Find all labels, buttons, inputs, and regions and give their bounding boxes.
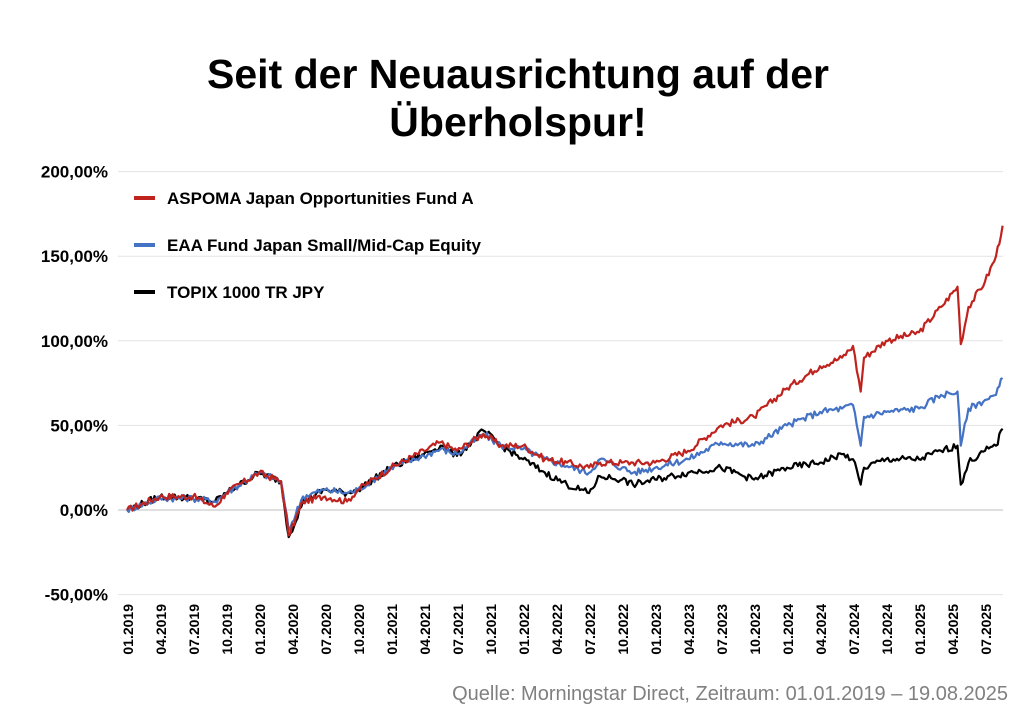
- x-tick-label: 07.2022: [582, 604, 598, 655]
- x-tick-label: 07.2023: [714, 604, 730, 655]
- x-tick-label: 01.2022: [516, 604, 532, 655]
- x-tick-label: 10.2021: [483, 604, 499, 655]
- legend-label: TOPIX 1000 TR JPY: [167, 283, 325, 302]
- y-tick-label: -50,00%: [45, 586, 108, 605]
- chart-title-line-2: Überholspur!: [389, 99, 647, 145]
- chart-title: Seit der Neuausrichtung auf der Überhols…: [0, 50, 1036, 146]
- x-tick-label: 07.2020: [318, 604, 334, 655]
- x-tick-label: 04.2021: [417, 604, 433, 655]
- x-tick-label: 07.2024: [846, 604, 862, 655]
- x-tick-label: 10.2024: [879, 604, 895, 655]
- x-tick-label: 04.2023: [681, 604, 697, 655]
- x-tick-label: 10.2020: [351, 604, 367, 655]
- chart-title-line-1: Seit der Neuausrichtung auf der: [207, 51, 829, 97]
- series-line-eaa: [126, 377, 1004, 532]
- y-tick-label: 200,00%: [41, 163, 108, 182]
- x-tick-label: 10.2019: [219, 604, 235, 655]
- x-tick-label: 07.2021: [450, 604, 466, 655]
- series-line-aspoma: [126, 225, 1004, 537]
- x-tick-label: 07.2019: [186, 604, 202, 655]
- x-tick-label: 01.2021: [384, 604, 400, 655]
- y-tick-label: 50,00%: [50, 416, 108, 435]
- legend-label: EAA Fund Japan Small/Mid-Cap Equity: [167, 236, 481, 255]
- x-tick-label: 04.2020: [285, 604, 301, 655]
- x-tick-label: 04.2024: [813, 604, 829, 655]
- x-tick-label: 10.2022: [615, 604, 631, 655]
- y-tick-label: 100,00%: [41, 332, 108, 351]
- x-tick-label: 01.2024: [780, 604, 796, 655]
- x-tick-label: 04.2019: [153, 604, 169, 655]
- y-tick-label: 0,00%: [60, 501, 108, 520]
- source-note: Quelle: Morningstar Direct, Zeitraum: 01…: [452, 683, 1008, 705]
- x-tick-label: 04.2025: [945, 604, 961, 655]
- x-tick-label: 01.2025: [912, 604, 928, 655]
- y-tick-label: 150,00%: [41, 247, 108, 266]
- legend-label: ASPOMA Japan Opportunities Fund A: [167, 189, 474, 208]
- x-tick-label: 04.2022: [549, 604, 565, 655]
- x-tick-label: 07.2025: [978, 604, 994, 655]
- x-tick-label: 01.2019: [120, 604, 136, 655]
- x-tick-label: 01.2023: [648, 604, 664, 655]
- x-tick-label: 10.2023: [747, 604, 763, 655]
- series-line-topix: [126, 428, 1004, 539]
- x-tick-label: 01.2020: [252, 604, 268, 655]
